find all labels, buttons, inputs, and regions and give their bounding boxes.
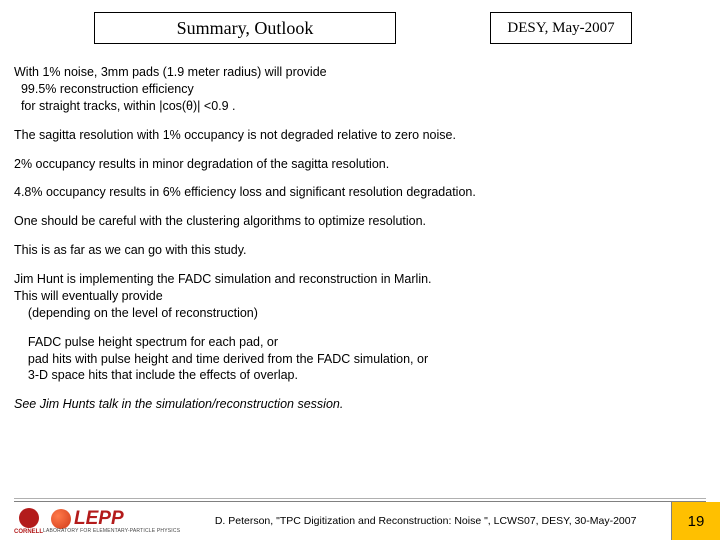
para-1: With 1% noise, 3mm pads (1.9 meter radiu… bbox=[14, 64, 706, 115]
para-2: The sagitta resolution with 1% occupancy… bbox=[14, 127, 706, 144]
text: (depending on the level of reconstructio… bbox=[28, 306, 258, 320]
text: This will eventually provide bbox=[14, 289, 163, 303]
text: Jim Hunt is implementing the FADC simula… bbox=[14, 272, 432, 286]
cornell-text: CORNELL bbox=[14, 529, 43, 535]
para-8: FADC pulse height spectrum for each pad,… bbox=[14, 334, 706, 385]
para-4: 4.8% occupancy results in 6% efficiency … bbox=[14, 184, 706, 201]
page-number: 19 bbox=[672, 502, 720, 540]
text: With 1% noise, 3mm pads (1.9 meter radiu… bbox=[14, 65, 327, 79]
lepp-logo: LEPP bbox=[51, 508, 180, 530]
footer: CORNELL LEPP LABORATORY FOR ELEMENTARY-P… bbox=[14, 502, 720, 540]
text: 3-D space hits that include the effects … bbox=[28, 368, 298, 382]
content-area: With 1% noise, 3mm pads (1.9 meter radiu… bbox=[14, 64, 706, 425]
title-box: Summary, Outlook bbox=[94, 12, 396, 44]
lepp-logo-group: LEPP LABORATORY FOR ELEMENTARY-PARTICLE … bbox=[43, 508, 180, 534]
lepp-circle-icon bbox=[51, 509, 71, 529]
text: pad hits with pulse height and time deri… bbox=[28, 352, 428, 366]
para-9: See Jim Hunts talk in the simulation/rec… bbox=[14, 396, 706, 413]
cornell-logo: CORNELL bbox=[14, 508, 43, 535]
date-box: DESY, May-2007 bbox=[490, 12, 632, 44]
para-3: 2% occupancy results in minor degradatio… bbox=[14, 156, 706, 173]
footer-citation: D. Peterson, "TPC Digitization and Recon… bbox=[180, 502, 672, 540]
cornell-seal-icon bbox=[19, 508, 39, 528]
text: 99.5% reconstruction efficiency bbox=[21, 82, 194, 96]
para-5: One should be careful with the clusterin… bbox=[14, 213, 706, 230]
para-6: This is as far as we can go with this st… bbox=[14, 242, 706, 259]
lepp-text: LEPP bbox=[74, 508, 124, 530]
para-7: Jim Hunt is implementing the FADC simula… bbox=[14, 271, 706, 322]
text: FADC pulse height spectrum for each pad,… bbox=[28, 335, 278, 349]
date-text: DESY, May-2007 bbox=[507, 20, 614, 37]
lepp-subtitle: LABORATORY FOR ELEMENTARY-PARTICLE PHYSI… bbox=[43, 528, 180, 534]
page-title: Summary, Outlook bbox=[177, 18, 314, 39]
text: for straight tracks, within |cos(θ)| <0.… bbox=[21, 99, 236, 113]
